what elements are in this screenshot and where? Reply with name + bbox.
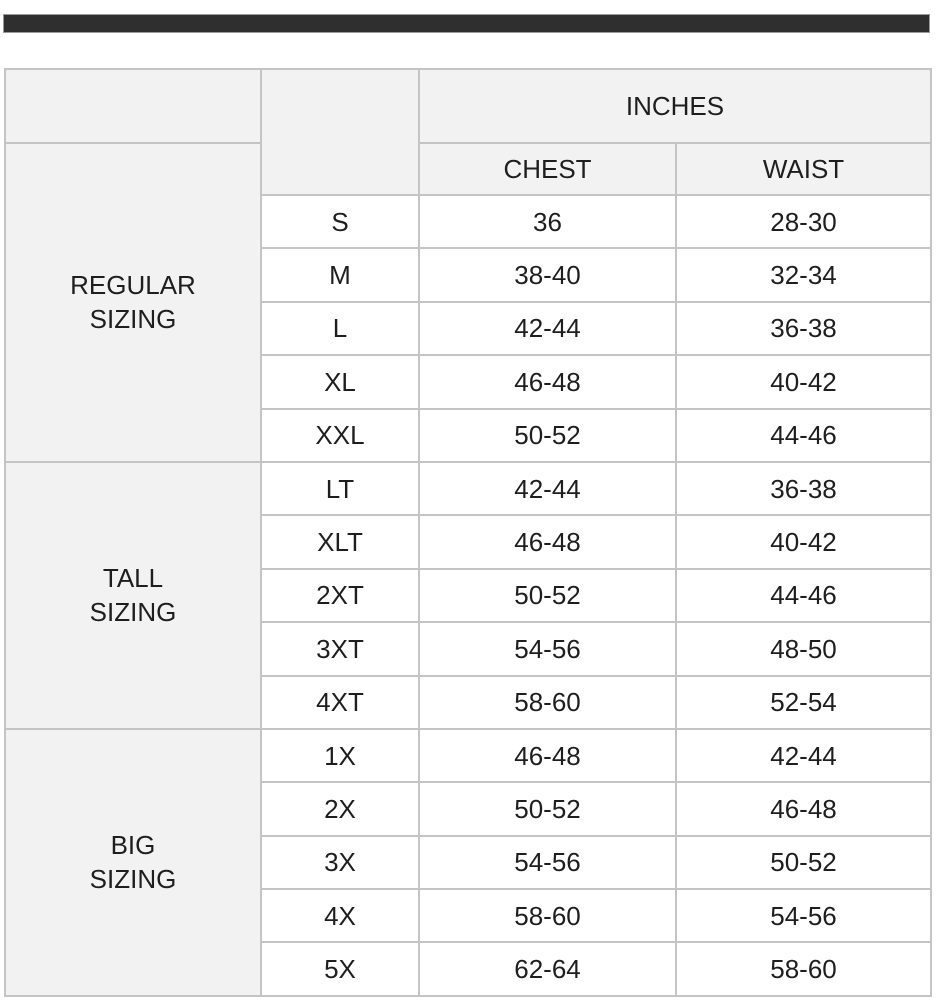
chest-cell: 38-40 [418, 247, 677, 303]
waist-cell: 40-42 [675, 514, 932, 570]
size-cell: XL [260, 354, 420, 410]
group-label-line: SIZING [89, 597, 177, 628]
waist-header: WAIST [675, 142, 932, 196]
chest-cell: 46-48 [418, 354, 677, 410]
size-cell: 5X [260, 941, 420, 997]
size-cell: M [260, 247, 420, 303]
table-row: XL 46-48 40-42 [5, 354, 932, 410]
chest-cell: 54-56 [418, 834, 677, 891]
size-cell: LT [260, 460, 420, 517]
chest-cell: 46-48 [418, 727, 677, 784]
table-row: 2XT 50-52 44-46 [5, 567, 932, 624]
waist-cell: 50-52 [675, 834, 932, 891]
table-row: TALL SIZING LT 42-44 36-38 [4, 460, 932, 730]
size-chart-table: INCHES REGULAR SIZING CHEST WAIST S 36 28-… [4, 68, 932, 997]
size-cell: 2X [260, 781, 420, 837]
chest-header: CHEST [418, 142, 677, 196]
table-row: 3XT 54-56 48-50 [5, 621, 932, 677]
group-label-line: SIZING [89, 304, 177, 335]
waist-cell: 44-46 [675, 407, 932, 463]
table-row: S 36 28-30 [5, 193, 932, 250]
waist-cell: 36-38 [675, 300, 932, 357]
chest-cell: 58-60 [418, 888, 677, 944]
size-cell: XXL [260, 407, 420, 463]
table-row: BIG SIZING 1X 46-48 42-44 [4, 727, 932, 997]
size-cell: S [260, 193, 420, 250]
table-row: XXL 50-52 44-46 [5, 407, 932, 463]
waist-cell: 46-48 [675, 781, 932, 837]
table-row: 4X 58-60 54-56 [5, 888, 932, 944]
chest-cell: 36 [418, 193, 677, 250]
chest-cell: 42-44 [418, 300, 677, 357]
waist-cell: 32-34 [675, 247, 932, 303]
size-cell: 3XT [260, 621, 420, 677]
waist-cell: 54-56 [675, 888, 932, 944]
waist-cell: 52-54 [675, 674, 932, 730]
size-header-cell [260, 68, 420, 196]
corner-cell [4, 68, 262, 144]
chest-cell: 62-64 [418, 941, 677, 997]
waist-cell: 36-38 [675, 460, 932, 517]
chest-cell: 42-44 [418, 460, 677, 517]
size-cell: 4XT [260, 674, 420, 730]
size-cell: L [260, 300, 420, 357]
table-row: XLT 46-48 40-42 [5, 514, 932, 570]
size-cell: 2XT [260, 567, 420, 624]
group-label-regular: REGULAR SIZING [4, 142, 262, 463]
chest-cell: 50-52 [418, 781, 677, 837]
size-cell: XLT [260, 514, 420, 570]
waist-cell: 44-46 [675, 567, 932, 624]
size-cell: 1X [260, 727, 420, 784]
group-label-line: TALL [102, 563, 164, 594]
unit-header: INCHES [418, 68, 932, 144]
group-label-big: BIG SIZING [4, 727, 262, 997]
table-row: 2X 50-52 46-48 [5, 781, 932, 837]
group-label-tall: TALL SIZING [4, 460, 262, 730]
chest-cell: 46-48 [418, 514, 677, 570]
waist-cell: 58-60 [675, 941, 932, 997]
group-label-line: BIG [110, 830, 156, 861]
chest-cell: 50-52 [418, 567, 677, 624]
table-row: 5X 62-64 58-60 [5, 941, 932, 997]
size-cell: 4X [260, 888, 420, 944]
waist-cell: 42-44 [675, 727, 932, 784]
group-label-line: SIZING [89, 864, 177, 895]
table-row: L 42-44 36-38 [5, 300, 932, 357]
table-row: 3X 54-56 50-52 [5, 834, 932, 891]
waist-cell: 28-30 [675, 193, 932, 250]
table-row: M 38-40 32-34 [5, 247, 932, 303]
waist-cell: 40-42 [675, 354, 932, 410]
chest-cell: 50-52 [418, 407, 677, 463]
table-row: 4XT 58-60 52-54 [5, 674, 932, 730]
group-label-line: REGULAR [70, 270, 196, 301]
waist-cell: 48-50 [675, 621, 932, 677]
top-bar [3, 14, 930, 33]
size-cell: 3X [260, 834, 420, 891]
chest-cell: 54-56 [418, 621, 677, 677]
chest-cell: 58-60 [418, 674, 677, 730]
